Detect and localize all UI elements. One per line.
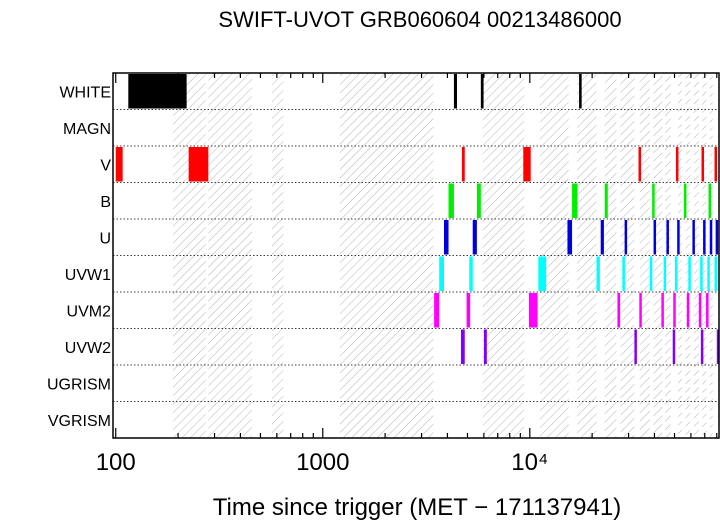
x-tick-label: 10⁴ [511, 449, 548, 476]
exposure-bar-uvw1 [707, 256, 710, 291]
filter-label-uvw2: UVW2 [65, 340, 111, 357]
exposure-bar-uvw1 [439, 256, 444, 291]
filter-label-u: U [99, 230, 111, 247]
hatched-gap [678, 73, 682, 438]
exposure-bar-uvm2 [528, 293, 538, 328]
exposure-bar-uvm2 [698, 293, 702, 328]
exposure-bar-b [604, 183, 608, 218]
exposure-bar-v [714, 147, 718, 182]
exposure-bar-uvw1 [700, 256, 703, 291]
exposure-bar-v [461, 147, 465, 182]
filter-label-vgrism: VGRISM [48, 413, 111, 430]
hatched-gap [702, 73, 707, 438]
hatched-gap [693, 73, 699, 438]
exposure-bar-uvw2 [716, 329, 719, 364]
filter-label-b: B [100, 194, 111, 211]
exposure-bar-u [653, 220, 657, 255]
exposure-bar-white [480, 74, 484, 109]
exposure-bar-b [708, 183, 712, 218]
exposure-bar-uvw1 [649, 256, 653, 291]
exposure-bar-uvw1 [596, 256, 600, 291]
exposure-bar-u [666, 220, 669, 255]
row-separators [113, 109, 719, 402]
exposure-bar-uvw1 [663, 256, 667, 291]
exposure-bar-white [128, 74, 187, 109]
exposure-bar-u [703, 220, 706, 255]
hatched-gap [620, 73, 635, 438]
plot-frame [112, 72, 720, 439]
filter-label-white: WHITE [59, 84, 111, 101]
exposure-bar-uvm2 [639, 293, 642, 328]
hatched-gap [172, 73, 206, 438]
exposure-bar-u [709, 220, 713, 255]
filter-label-magn: MAGN [63, 121, 111, 138]
exposure-bar-uvw2 [700, 329, 704, 364]
exposure-bar-uvw1 [714, 256, 718, 291]
exposure-bar-v [188, 147, 209, 182]
filter-label-uvm2: UVM2 [67, 303, 112, 320]
exposure-bar-uvm2 [706, 293, 709, 328]
exposure-bar-u [472, 220, 477, 255]
exposure-bar-u [692, 220, 695, 255]
exposure-bar-uvw1 [469, 256, 473, 291]
exposure-bar-uvm2 [661, 293, 664, 328]
exposure-bar-uvw2 [483, 329, 487, 364]
hatched-gap [665, 73, 671, 438]
exposure-bar-uvm2 [686, 293, 690, 328]
exposure-bar-uvw1 [622, 256, 625, 291]
exposure-bar-u [677, 220, 680, 255]
exposure-bar-uvw1 [674, 256, 678, 291]
filter-label-v: V [100, 157, 111, 174]
exposure-bar-b [683, 183, 687, 218]
x-axis-title: Time since trigger (MET − 171137941) [213, 494, 621, 521]
exposure-bar-v [701, 147, 705, 182]
exposure-bar-uvm2 [673, 293, 676, 328]
exposure-bar-b [652, 183, 655, 218]
filter-labels: WHITE MAGN V B U UVW1 UVM2 UVW2 UGRISM VGRISM [47, 84, 111, 430]
hatched-gap [709, 73, 713, 438]
x-tick-label: 1000 [296, 449, 349, 476]
exposure-bar-b [448, 183, 454, 218]
exposure-bar-white [453, 74, 458, 109]
exposure-bar-v [675, 147, 679, 182]
exposure-bar-b [572, 183, 578, 218]
exposure-bar-u [715, 220, 719, 255]
exposure-bar-v [115, 147, 123, 182]
filter-label-uvw1: UVW1 [65, 267, 111, 284]
exposure-bar-uvm2 [434, 293, 440, 328]
exposure-bar-v [638, 147, 642, 182]
exposure-bar-uvw1 [688, 256, 691, 291]
exposure-bar-uvw2 [634, 329, 637, 364]
hatched-gap [482, 73, 525, 438]
hatched-gap [653, 73, 663, 438]
x-tick-label: 100 [96, 449, 136, 476]
exposure-bar-u [567, 220, 573, 255]
exposure-bar-v [523, 147, 531, 182]
filter-label-ugrism: UGRISM [47, 376, 111, 393]
exposure-bar-uvm2 [617, 293, 621, 328]
chart-title: SWIFT-UVOT GRB060604 00213486000 [218, 7, 621, 32]
exposure-bar-u [600, 220, 604, 255]
exposure-bar-u [624, 220, 628, 255]
exposure-bar-uvw2 [672, 329, 676, 364]
hatched-gap [639, 73, 650, 438]
exposure-bar-white [579, 74, 582, 109]
exposure-bar-uvm2 [466, 293, 471, 328]
exposure-bar-uvw2 [460, 329, 465, 364]
exposure-bar-b [476, 183, 481, 218]
exposure-bar-uvw1 [538, 256, 547, 291]
exposure-bar-u [443, 220, 449, 255]
x-axis-ticks: 100 1000 10⁴ [96, 73, 718, 476]
exposure-bars [115, 74, 719, 364]
